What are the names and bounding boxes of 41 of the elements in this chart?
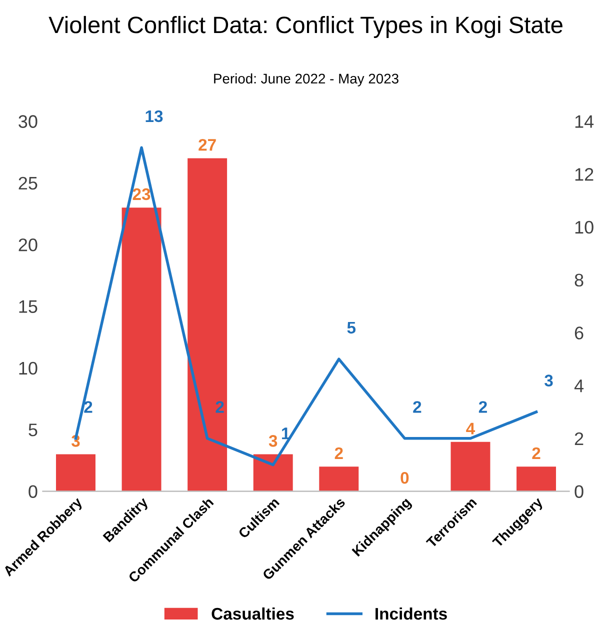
data-label: 2 (413, 401, 422, 413)
y-tick-label: 30 (18, 115, 38, 128)
data-label: 3 (268, 434, 278, 447)
data-label: 4 (466, 422, 476, 434)
bar (319, 466, 359, 492)
y2-tick-label: 6 (574, 326, 584, 340)
y-tick-label: 15 (19, 300, 38, 313)
y2-tick-label: 10 (575, 220, 594, 234)
legend-label: Incidents (376, 607, 447, 620)
data-label: 2 (478, 401, 487, 413)
data-label: 2 (334, 447, 343, 459)
chart-subtitle: Period: June 2022 - May 2023 (214, 73, 398, 86)
data-label: 27 (198, 138, 216, 151)
bar (450, 442, 490, 492)
y2-tick-label: 8 (574, 274, 584, 287)
chart-title: Violent Conflict Data: Conflict Types in Kogi State (48, 16, 562, 38)
data-label: 0 (400, 472, 409, 484)
bar (188, 158, 228, 492)
legend-label: Casualties (212, 607, 294, 620)
data-label: 23 (132, 188, 150, 200)
y-tick-label: 10 (19, 362, 38, 375)
data-label: 2 (84, 401, 92, 413)
bar (56, 454, 96, 492)
y2-tick-label: 4 (574, 380, 584, 392)
y2-tick-label: 0 (574, 485, 584, 498)
y2-tick-label: 2 (574, 432, 584, 445)
data-label: 2 (216, 401, 224, 413)
y-tick-label: 0 (28, 485, 38, 498)
data-label: 3 (544, 374, 553, 386)
bar (516, 466, 556, 492)
y-tick-label: 25 (18, 176, 38, 190)
y2-tick-label: 12 (575, 168, 594, 181)
bar (122, 208, 162, 492)
bar (253, 454, 293, 492)
data-label: 5 (347, 322, 356, 334)
data-label: 2 (532, 447, 540, 459)
data-label: 1 (282, 428, 290, 440)
data-label: 13 (146, 110, 163, 122)
y-tick-label: 20 (18, 238, 38, 252)
y-tick-label: 5 (28, 424, 38, 436)
y2-tick-label: 14 (575, 115, 594, 128)
